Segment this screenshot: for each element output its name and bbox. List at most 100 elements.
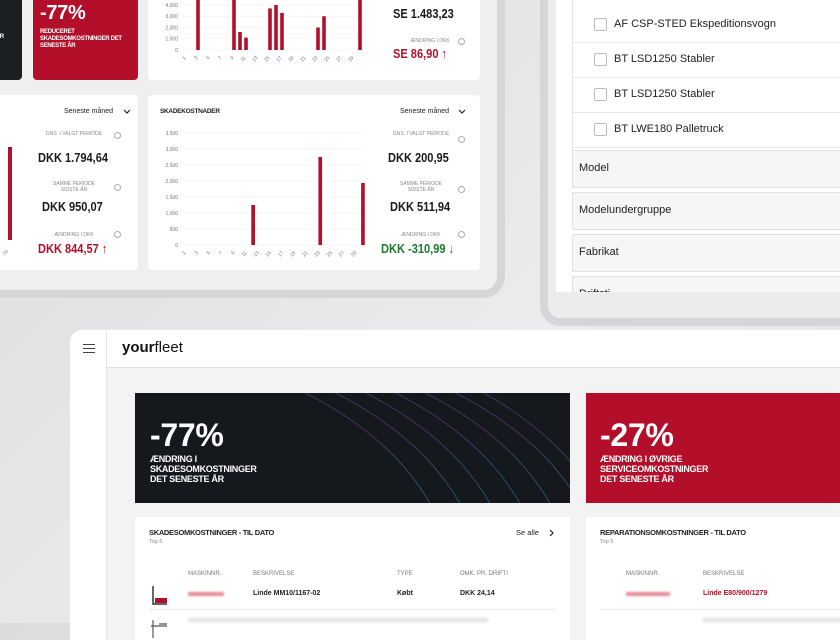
filter-item[interactable]: BT LSD1250 Stabler xyxy=(572,43,840,78)
bar xyxy=(244,37,248,50)
item-label: AF CSP-STED Ekspeditionsvogn xyxy=(614,18,777,30)
checkbox[interactable] xyxy=(594,53,607,66)
x-tick-label: 13 xyxy=(252,250,260,258)
red-kpi-card: -77% REDUCERET SKADESOMKOSTNINGER DET SE… xyxy=(33,0,138,80)
x-tick-label: 21 xyxy=(299,55,307,63)
blurred-id xyxy=(188,592,224,596)
x-tick-label: 25 xyxy=(326,250,334,258)
x-tick-label: 15 xyxy=(265,250,273,258)
section-label: Driftsti xyxy=(579,288,610,292)
banner-label: ÆNDRING I SKADESOMKOSTNINGER DET SENESTE… xyxy=(150,454,257,484)
info-icon[interactable] xyxy=(458,136,465,143)
x-tick-label: 19 xyxy=(289,250,297,258)
y-tick-label: 2,000 xyxy=(165,25,178,31)
logo[interactable]: yourfleet xyxy=(122,339,183,356)
y-tick-label: 1,000 xyxy=(165,37,178,43)
stat-value: SE 1.483,23 xyxy=(393,6,454,21)
bar xyxy=(196,0,200,50)
filter-section[interactable]: Modelundergruppe xyxy=(572,192,840,230)
info-icon[interactable] xyxy=(114,231,121,238)
kpi-value: -77% xyxy=(40,2,86,24)
x-tick-label: 27 xyxy=(335,55,343,63)
x-tick-label: 7 xyxy=(218,250,224,256)
x-tick-label: 3 xyxy=(193,250,199,256)
kpi-label: REDUCERET SKADESOMKOSTNINGER DET SENESTE… xyxy=(40,29,122,49)
stat-label: GNS. I VALGT PERIODE xyxy=(45,131,103,137)
table-card: SKADESOMKOSTNINGER - TIL DATO Top 5 Se a… xyxy=(135,517,570,640)
filter-item[interactable]: BT LWE180 Palletruck xyxy=(572,113,840,148)
filter-item[interactable]: AF CSP-STED Ekspeditionsvogn xyxy=(572,8,840,43)
stat-label: GNS. I VALGT PERIODE xyxy=(392,131,450,137)
y-tick-label: 2,500 xyxy=(165,163,178,169)
y-tick-label: 3,500 xyxy=(165,131,178,137)
stat-value: DKK 511,94 xyxy=(390,199,451,214)
info-icon[interactable] xyxy=(458,231,465,238)
x-tick-label: 25 xyxy=(323,55,331,63)
x-tick-label: 9 xyxy=(229,55,235,61)
info-icon[interactable] xyxy=(458,186,465,193)
y-tick-label: 0 xyxy=(175,243,178,249)
col-header: OMK. PR. DRIFT! xyxy=(460,571,508,577)
filter-section[interactable]: Model xyxy=(572,150,840,188)
table-subtitle: Top 5 xyxy=(149,539,163,545)
x-tick-label: 27 xyxy=(338,250,346,258)
blurred-row xyxy=(188,618,488,622)
stat-label: ÆNDRING I DKK xyxy=(54,232,94,238)
y-tick-label: 0 xyxy=(175,48,178,54)
stat-label: ÆNDRING I DKK xyxy=(401,232,441,238)
period-select[interactable]: Seneste måned xyxy=(64,108,113,115)
bar xyxy=(238,32,242,50)
cell: Linde E80/900/1279 xyxy=(703,590,768,597)
period-select[interactable]: Seneste måned xyxy=(400,108,449,115)
cut-bar xyxy=(8,147,12,240)
stat-value: DKK 200,95 xyxy=(388,150,449,165)
y-tick-label: 500 xyxy=(170,227,179,233)
filter-section[interactable]: Fabrikat xyxy=(572,234,840,272)
bar xyxy=(251,205,255,245)
table-title: REPARATIONSOMKOSTNINGER - TIL DATO xyxy=(600,528,746,537)
col-header: BESKRIVELSE xyxy=(253,571,295,577)
banner-label: ÆNDRING I ØVRIGE SERVICEOMKOSTNINGER DET… xyxy=(600,454,709,484)
x-tick-label: 5 xyxy=(205,55,211,61)
table-card: REPARATIONSOMKOSTNINGER - TIL DATO Top 5… xyxy=(586,517,840,640)
x-tick-label: 3 xyxy=(193,55,199,61)
x-tick-label: 11 xyxy=(241,250,249,258)
col-header: MASKINNR. xyxy=(188,571,222,577)
x-tick-label: 17 xyxy=(277,250,285,258)
filter-panel: AF CSP-STED Ekspeditionsvogn BT LSD1250 S… xyxy=(556,0,840,292)
chart-card: SKADEKOSTNADER Seneste måned GNS. I VALG… xyxy=(148,95,480,270)
bar xyxy=(274,5,278,50)
item-label: BT LWE180 Palletruck xyxy=(614,123,724,135)
filter-item[interactable]: BT LSD1250 Stabler xyxy=(572,78,840,113)
x-tick-label: 1 xyxy=(181,250,187,256)
chevron xyxy=(123,109,131,114)
cut-text: ER xyxy=(0,34,4,40)
x-tick-label: 13 xyxy=(251,55,259,63)
checkbox[interactable] xyxy=(594,123,607,136)
info-icon[interactable] xyxy=(458,38,465,45)
x-tick-label: 23 xyxy=(311,55,319,63)
col-header: MASKINNR. xyxy=(626,571,660,577)
y-tick-label: 4,000 xyxy=(165,3,178,9)
filter-section[interactable]: Driftsti xyxy=(572,276,840,292)
checkbox[interactable] xyxy=(594,88,607,101)
checkbox[interactable] xyxy=(594,18,607,31)
row-divider xyxy=(149,609,556,610)
stat-value: DKK 950,07 xyxy=(42,199,103,214)
x-tick-label: 1 xyxy=(181,55,187,61)
stat-label: SAMME PERIODE SIDSTE ÅR xyxy=(399,181,443,193)
info-icon[interactable] xyxy=(114,184,121,191)
x-tick-label: 7 xyxy=(217,55,223,61)
info-icon[interactable] xyxy=(114,132,121,139)
stat-value: DKK 1.794,64 xyxy=(38,150,109,165)
x-tick-label: 17 xyxy=(275,55,283,63)
menu-icon[interactable] xyxy=(83,344,95,353)
x-tick-label: 5 xyxy=(206,250,212,256)
y-tick-label: 3,000 xyxy=(165,147,178,153)
link-text: Se alle xyxy=(516,528,539,537)
banner-value: -27% xyxy=(600,417,674,453)
x-tick-label: 23 xyxy=(313,250,321,258)
blurred-row xyxy=(703,618,840,622)
see-all-link[interactable]: Se alle xyxy=(516,528,539,537)
table-subtitle: Top 5 xyxy=(600,539,614,545)
